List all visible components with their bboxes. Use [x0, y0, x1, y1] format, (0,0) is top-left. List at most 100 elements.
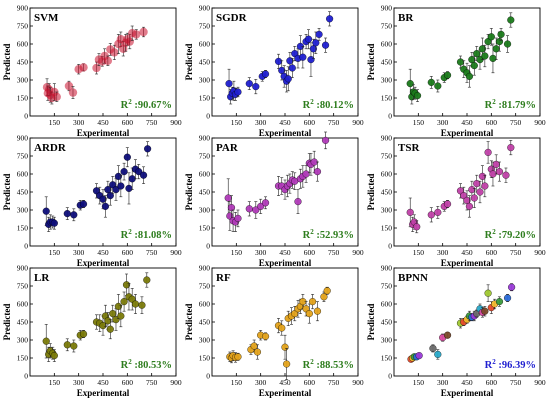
x-tick-label: 600	[486, 118, 498, 127]
x-tick-label: 600	[304, 378, 316, 387]
data-point	[110, 48, 119, 57]
data-point	[79, 63, 88, 72]
x-tick-label: 300	[255, 378, 267, 387]
y-tick-label-zero: 0	[24, 112, 28, 121]
y-tick-label: 300	[199, 336, 211, 345]
y-tick-label: 750	[17, 152, 29, 161]
data-point	[470, 194, 478, 202]
y-tick-label: 450	[199, 188, 211, 197]
x-tick-label: 450	[97, 118, 109, 127]
data-point	[321, 136, 330, 144]
x-tick-label: 750	[328, 378, 340, 387]
y-tick-label: 300	[381, 76, 393, 85]
r2-annotation: R2 :80.12%	[303, 98, 354, 111]
data-point	[125, 37, 134, 46]
data-point	[443, 200, 452, 208]
data-point	[252, 206, 260, 214]
data-point	[434, 82, 442, 90]
data-point	[261, 332, 270, 340]
y-tick-label: 900	[381, 264, 393, 273]
data-point	[101, 202, 110, 210]
x-tick-label: 300	[437, 248, 449, 257]
x-axis-title: Experimental	[259, 258, 312, 268]
x-tick-label: 750	[510, 378, 522, 387]
x-tick-label: 300	[73, 118, 85, 127]
data-point	[135, 168, 143, 176]
data-point	[283, 360, 291, 368]
y-tick-label: 600	[381, 40, 393, 49]
data-point	[117, 312, 125, 320]
data-point	[79, 330, 88, 338]
y-tick-label-zero: 0	[388, 242, 392, 251]
data-point	[427, 211, 435, 219]
y-tick-label-zero: 0	[24, 372, 28, 381]
data-point	[481, 52, 489, 60]
y-tick-label: 450	[17, 318, 29, 327]
data-point	[114, 302, 122, 310]
x-axis-title: Experimental	[441, 388, 494, 398]
y-tick-label-zero: 0	[206, 242, 210, 251]
x-tick-label: 900	[534, 118, 546, 127]
data-point	[70, 211, 78, 219]
x-tick-label: 900	[534, 378, 546, 387]
r2-annotation: R2 :81.08%	[121, 228, 172, 241]
x-tick-label: 750	[328, 248, 340, 257]
data-point	[42, 207, 50, 215]
data-point	[406, 208, 414, 216]
data-point	[106, 192, 114, 200]
x-tick-label: 900	[352, 378, 364, 387]
data-point	[104, 317, 112, 325]
panel-title: BPNN	[398, 272, 428, 284]
data-point	[50, 219, 58, 227]
data-point	[503, 294, 512, 302]
y-axis-title: Predicted	[366, 174, 376, 211]
x-tick-label: 450	[97, 378, 109, 387]
r2-annotation: R2 :80.53%	[121, 358, 172, 371]
data-point	[473, 50, 481, 58]
x-tick-label: 600	[122, 248, 134, 257]
data-point	[120, 298, 128, 306]
data-point	[278, 324, 286, 332]
panel-br: 150 150 300 300 450 450 600 600 750 750 900 900 0 Exp…	[366, 4, 546, 139]
panel-bpnn: 150 150 300 300 450 450 600 600 750 750 900 900 0 Exp…	[366, 264, 546, 399]
data-point	[307, 56, 315, 64]
data-point	[313, 307, 322, 315]
data-point	[465, 72, 474, 80]
x-tick-label: 150	[49, 248, 61, 257]
data-point	[99, 195, 107, 203]
y-tick-label: 300	[17, 336, 29, 345]
r2-annotation: R2 :52.93%	[303, 228, 354, 241]
panel-title: PAR	[216, 142, 239, 154]
data-point	[79, 200, 88, 208]
data-point	[305, 310, 313, 318]
x-tick-label: 300	[437, 118, 449, 127]
y-tick-label: 300	[199, 76, 211, 85]
x-tick-label: 900	[170, 248, 182, 257]
data-point	[304, 35, 313, 43]
x-tick-label: 150	[49, 118, 61, 127]
data-point	[52, 92, 61, 102]
y-tick-label: 900	[381, 4, 393, 13]
x-tick-label: 450	[97, 248, 109, 257]
data-point	[122, 281, 131, 289]
x-axis-title: Experimental	[441, 128, 494, 138]
y-tick-label: 150	[381, 224, 393, 233]
panel-title: TSR	[398, 142, 420, 154]
data-point	[484, 289, 492, 297]
data-point	[507, 144, 515, 152]
y-tick-label: 900	[199, 134, 211, 143]
y-tick-label: 600	[17, 300, 29, 309]
data-point	[245, 205, 253, 213]
y-tick-label: 150	[199, 354, 211, 363]
data-point	[503, 40, 512, 48]
data-point	[487, 33, 495, 41]
y-tick-label: 750	[199, 22, 211, 31]
x-tick-label: 150	[231, 378, 243, 387]
y-tick-label-zero: 0	[388, 372, 392, 381]
data-point	[507, 16, 515, 24]
data-point	[495, 168, 504, 176]
y-tick-label: 450	[17, 58, 29, 67]
x-tick-label: 750	[328, 118, 340, 127]
data-point	[234, 214, 242, 222]
panel-tsr: 150 150 300 300 450 450 600 600 750 750 900 900 0 Exp…	[366, 134, 546, 269]
